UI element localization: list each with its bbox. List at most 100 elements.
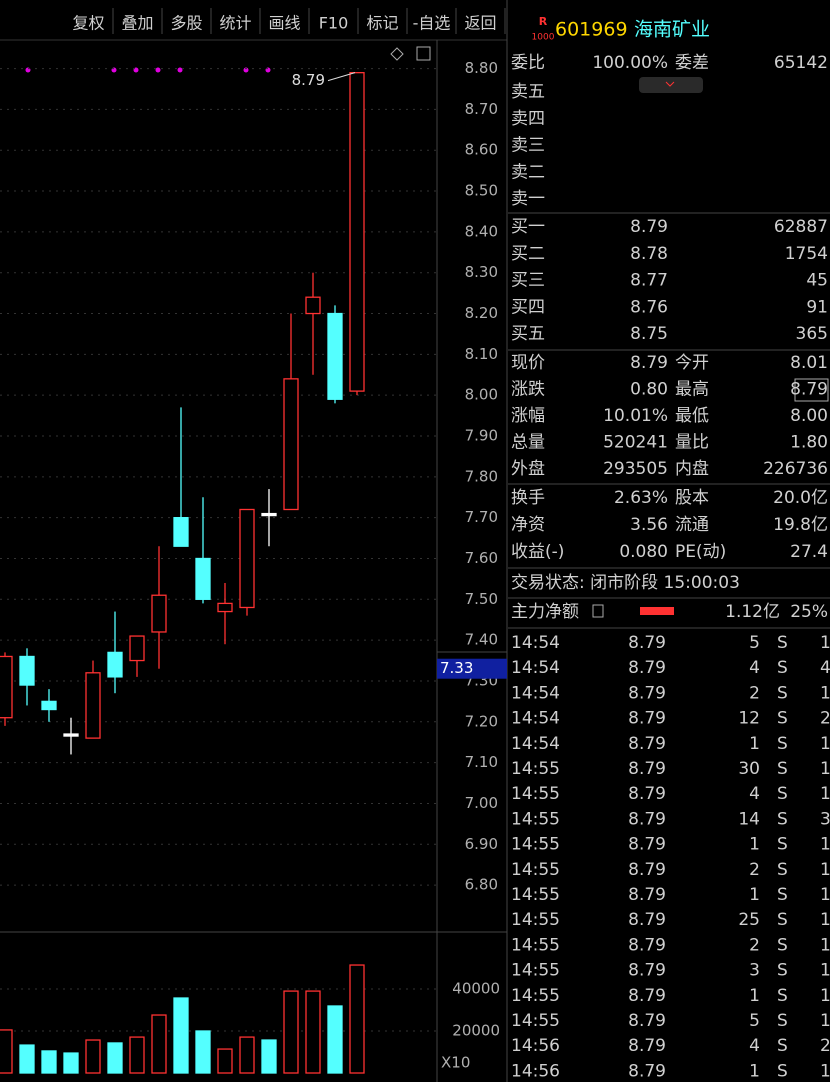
trade-time: 14:54: [511, 734, 560, 754]
y-tick-label: 6.90: [465, 835, 498, 853]
trade-time: 14:55: [511, 784, 560, 804]
trade-price: 8.79: [628, 658, 666, 678]
bid-volume: 365: [796, 324, 828, 344]
trade-volume: 12: [738, 709, 760, 729]
trade-side: S: [777, 961, 788, 981]
y-tick-label: 7.70: [465, 508, 498, 526]
toolbar-button[interactable]: -自选: [413, 14, 451, 33]
ask-label: 卖二: [511, 162, 545, 182]
stat-label: 总量: [511, 433, 545, 453]
trade-price: 8.79: [628, 734, 666, 754]
flow-icon[interactable]: [592, 604, 604, 618]
bid-label: 买二: [511, 244, 545, 264]
high-annotation: 8.79: [292, 71, 325, 89]
trade-volume: 1: [749, 734, 760, 754]
y-tick-label: 7.10: [465, 753, 498, 771]
volume-bar: [261, 1039, 277, 1074]
volume-bar: [107, 1042, 123, 1074]
trade-volume: 1: [749, 835, 760, 855]
toolbar-button[interactable]: F10: [319, 14, 349, 33]
trade-price: 8.79: [628, 633, 666, 653]
volume-bar: [173, 997, 189, 1074]
trade-time: 14:55: [511, 935, 560, 955]
trade-side: S: [777, 633, 788, 653]
candle-body: [129, 635, 145, 662]
toolbar-button[interactable]: 标记: [366, 14, 398, 33]
stat-value: 520241: [603, 433, 668, 453]
candle-body: [195, 557, 211, 600]
trade-price: 8.79: [628, 961, 666, 981]
trade-side: S: [777, 910, 788, 930]
trade-time: 14:55: [511, 986, 560, 1006]
trade-count: 1: [820, 961, 830, 981]
bid-volume: 1754: [785, 244, 828, 264]
toolbar-button[interactable]: 返回: [464, 14, 496, 33]
volume-bar: [283, 990, 299, 1074]
trade-count: 2: [820, 1036, 830, 1056]
trade-price: 8.79: [628, 1061, 666, 1081]
candle-body: [0, 655, 13, 719]
candle-body: [217, 602, 233, 613]
trade-side: S: [777, 885, 788, 905]
y-tick-label: 7.80: [465, 467, 498, 485]
volume-bar: [0, 1029, 13, 1074]
trade-volume: 5: [749, 633, 760, 653]
volume-bar: [195, 1030, 211, 1074]
stat-label: 流通: [675, 515, 709, 535]
toolbar-button[interactable]: 统计: [219, 14, 251, 33]
ask-label: 卖一: [511, 189, 545, 209]
trade-price: 8.79: [628, 910, 666, 930]
trade-side: S: [777, 835, 788, 855]
trade-count: 2: [820, 709, 830, 729]
trade-price: 8.79: [628, 986, 666, 1006]
trade-volume: 3: [749, 961, 760, 981]
stat-value: 8.01: [790, 353, 828, 373]
stat-label: 涨跌: [511, 380, 545, 400]
bid-price: 8.78: [630, 244, 668, 264]
y-tick-label: 8.10: [465, 345, 498, 363]
stat-label: 最低: [675, 406, 709, 426]
candle-body: [239, 508, 255, 609]
stat-value: 293505: [603, 459, 668, 479]
weibi-label: 委差: [675, 53, 709, 73]
stat-value: 3.56: [630, 515, 668, 535]
trade-side: S: [777, 1036, 788, 1056]
stat-value: 0.80: [630, 380, 668, 400]
diamond-icon[interactable]: [390, 47, 404, 61]
trade-price: 8.79: [628, 885, 666, 905]
trade-time: 14:54: [511, 683, 560, 703]
y-tick-label: 8.20: [465, 304, 498, 322]
trade-volume: 2: [749, 860, 760, 880]
stat-value: 2.63%: [614, 488, 668, 508]
trade-time: 14:55: [511, 885, 560, 905]
stat-value: 1.80: [790, 433, 828, 453]
candle-body: [151, 594, 167, 633]
trade-side: S: [777, 759, 788, 779]
trade-count: 1: [820, 885, 830, 905]
panel-icon[interactable]: [416, 46, 431, 61]
volume-bar: [327, 1005, 343, 1074]
y-tick-label: 8.70: [465, 100, 498, 118]
stat-value: 8.00: [790, 406, 828, 426]
stat-label: 涨幅: [511, 406, 545, 426]
stat-value: 8.79: [630, 353, 668, 373]
trade-price: 8.79: [628, 935, 666, 955]
toolbar-button[interactable]: 多股: [170, 14, 202, 33]
price-marker-bg: [437, 658, 507, 679]
volume-unit: X10: [441, 1054, 470, 1072]
toolbar-button[interactable]: 叠加: [121, 14, 153, 33]
trade-side: S: [777, 1011, 788, 1031]
trade-side: S: [777, 935, 788, 955]
y-tick-label: 8.40: [465, 222, 498, 240]
toolbar-button[interactable]: 画线: [268, 14, 300, 33]
trade-count: 1: [820, 910, 830, 930]
stat-label: 量比: [675, 433, 709, 453]
trade-side: S: [777, 1061, 788, 1081]
toolbar-button[interactable]: 复权: [72, 14, 104, 33]
volume-bar: [217, 1048, 233, 1074]
candle-body: [63, 733, 79, 737]
trade-price: 8.79: [628, 835, 666, 855]
volume-tick-label: 20000: [452, 1021, 500, 1039]
high-box: [794, 378, 829, 402]
